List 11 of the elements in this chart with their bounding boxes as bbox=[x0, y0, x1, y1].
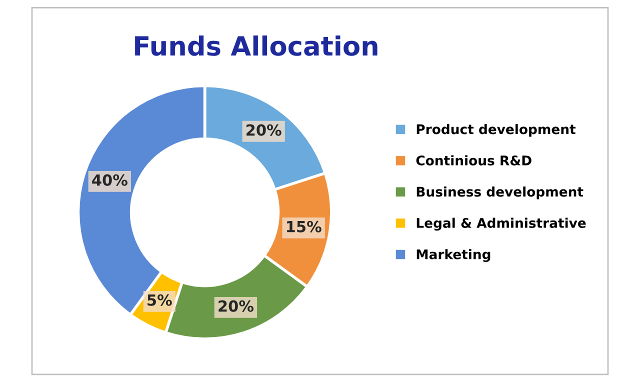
legend-label: Marketing bbox=[416, 249, 490, 262]
data-label: 5% bbox=[148, 294, 172, 306]
data-label: 20% bbox=[218, 300, 254, 312]
data-label: 15% bbox=[287, 220, 322, 232]
legend-label: Legal & Administrative bbox=[416, 218, 586, 231]
chart-title: Funds Allocation bbox=[135, 35, 378, 56]
data-label: 20% bbox=[246, 124, 282, 136]
legend-label: Continious R&D bbox=[416, 155, 532, 166]
data-label: 40% bbox=[92, 174, 128, 186]
legend-label: Business development bbox=[416, 186, 584, 200]
legend-label: Product development bbox=[416, 124, 576, 137]
